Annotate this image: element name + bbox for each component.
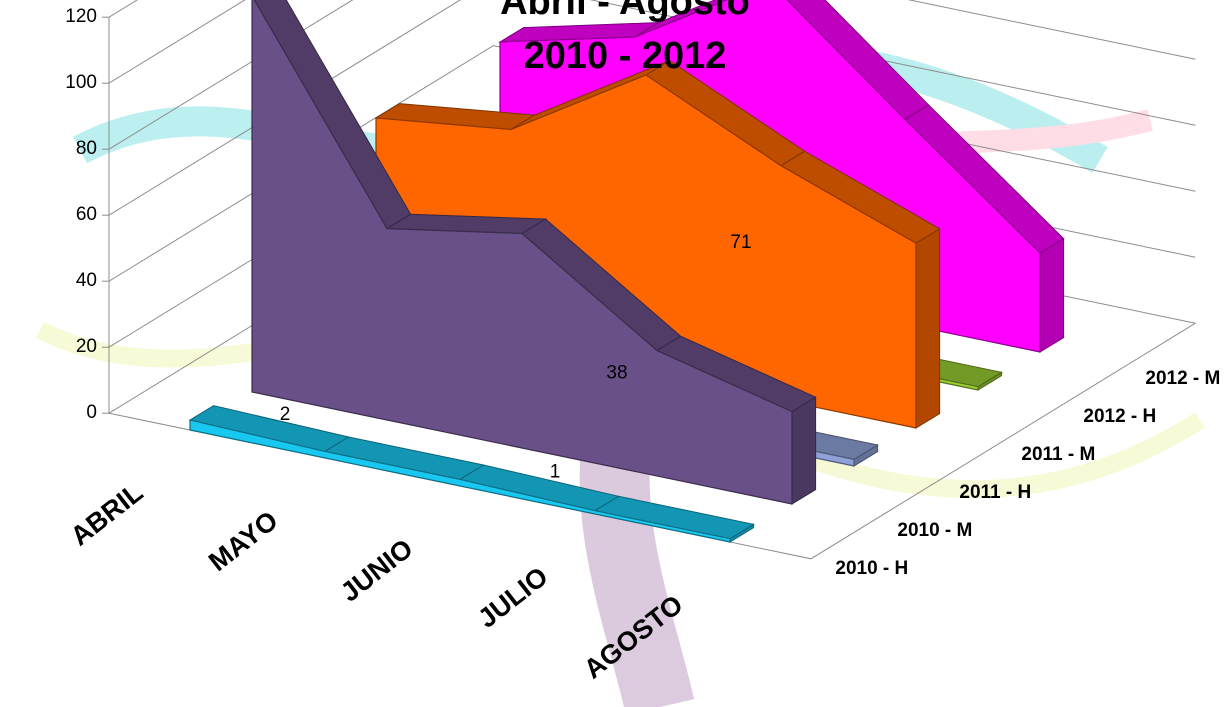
series-label: 2010 - M [897,520,972,541]
x-tick-label: ABRIL [65,477,148,551]
series-label: 2011 - M [1021,444,1095,465]
area-side [1040,239,1064,352]
x-tick-label: JUNIO [335,533,419,607]
y-tick-label: 120 [65,6,97,27]
series-label: 2012 - M [1145,368,1220,389]
x-tick-label: JULIO [472,561,553,634]
series-label: 2012 - H [1083,406,1156,427]
series-label: 2010 - H [835,558,908,579]
data-label: 1 [550,462,561,483]
page: 0 20 40 60 80 100 120 71 38 2 1 ABRIL MAYO JUNIO JULI… [0,0,1232,707]
chart: 0 20 40 60 80 100 120 71 38 2 1 ABRIL MAYO JUNIO JULI… [0,0,1232,707]
area-side [792,397,816,504]
data-label: 38 [606,363,627,384]
data-label: 71 [730,232,751,253]
series-label: 2011 - H [959,482,1031,503]
data-label: 2 [280,404,291,425]
x-tick-label: MAYO [203,505,283,577]
y-tick-label: 80 [76,138,97,159]
y-tick-label: 0 [86,402,97,423]
chart-subtitle: 2010 - 2012 [524,35,727,77]
chart-title: Abril - Agosto [500,0,750,23]
area-side [916,229,940,428]
y-tick-label: 60 [76,204,97,225]
y-tick-label: 100 [65,72,97,93]
y-tick-label: 40 [76,270,97,291]
y-tick-label: 20 [76,336,97,357]
